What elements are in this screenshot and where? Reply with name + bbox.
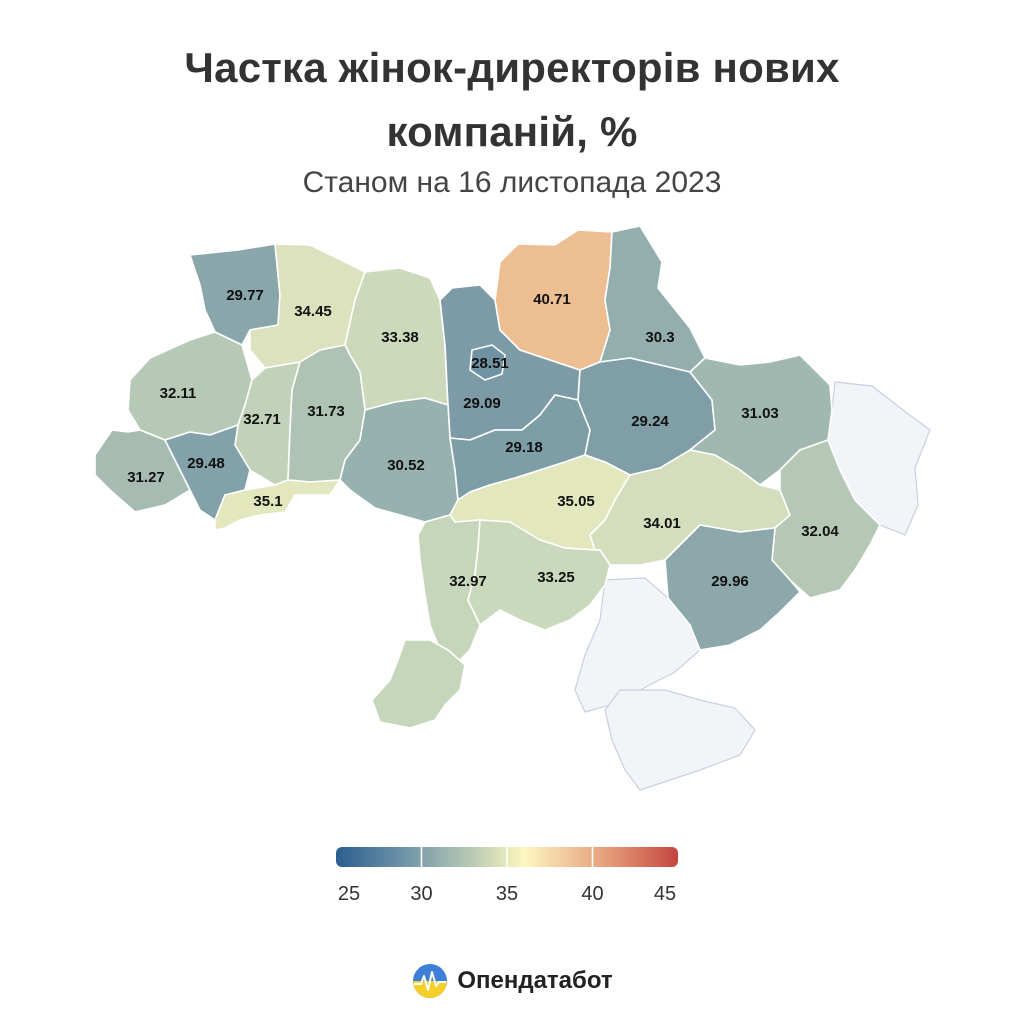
label-luhansk: 32.04 xyxy=(801,523,839,540)
label-dnipropetrovsk: 34.01 xyxy=(643,515,681,532)
label-zaporizhzhia: 29.96 xyxy=(711,573,749,590)
label-lviv: 32.11 xyxy=(160,385,197,402)
label-ivano-frankivsk: 29.48 xyxy=(187,455,225,472)
brand-footer: Опендатабот xyxy=(0,962,1024,1000)
label-zhytomyr: 33.38 xyxy=(381,329,419,346)
label-odesa: 32.97 xyxy=(449,573,487,590)
label-kyiv-oblast: 29.09 xyxy=(463,395,501,412)
label-kyiv-city: 28.51 xyxy=(471,355,509,372)
legend-tick-45: 45 xyxy=(654,883,676,905)
region-odesa-south[interactable] xyxy=(371,639,466,729)
region-mykolaiv[interactable] xyxy=(467,519,611,631)
chart-title-line-1: Частка жінок-директорів нових xyxy=(184,44,840,91)
legend-tick-25: 25 xyxy=(338,883,360,905)
label-rivne: 34.45 xyxy=(294,303,332,320)
legend-tick-35: 35 xyxy=(496,883,518,905)
color-legend: 25 30 35 40 45 xyxy=(336,847,678,905)
label-vinnytsia: 30.52 xyxy=(387,457,425,474)
brand-name: Опендатабот xyxy=(457,967,613,994)
label-sumy: 30.3 xyxy=(645,329,674,346)
region-sumy[interactable] xyxy=(599,225,706,373)
label-kharkiv: 31.03 xyxy=(741,405,779,422)
chart-title-line-2: компаній, % xyxy=(386,108,638,155)
label-zakarpattia: 31.27 xyxy=(127,469,165,486)
label-kirovohrad: 35.05 xyxy=(557,493,595,510)
region-chernivtsi[interactable] xyxy=(214,479,341,531)
label-volyn: 29.77 xyxy=(226,287,264,304)
label-chernivtsi: 35.1 xyxy=(253,493,282,510)
region-luhansk[interactable] xyxy=(771,439,881,599)
regions xyxy=(94,225,881,729)
occupied-crimea xyxy=(604,689,756,791)
label-poltava: 29.24 xyxy=(631,413,669,430)
region-odesa[interactable] xyxy=(417,514,481,666)
opendatabot-logo-icon xyxy=(413,964,448,998)
label-chernihiv: 40.71 xyxy=(533,291,571,308)
region-zaporizhzhia[interactable] xyxy=(664,524,801,651)
legend-tick-40: 40 xyxy=(581,883,603,905)
region-kyiv-city[interactable] xyxy=(469,344,506,381)
region-value-labels: 29.77 34.45 33.38 29.09 28.51 40.71 30.3… xyxy=(127,287,839,590)
label-khmelnytskyi: 31.73 xyxy=(307,403,345,420)
label-ternopil: 32.71 xyxy=(243,411,281,428)
legend-tick-30: 30 xyxy=(410,883,432,905)
label-mykolaiv: 33.25 xyxy=(537,569,575,586)
chart-subtitle: Станом на 16 листопада 2023 xyxy=(302,166,722,199)
label-cherkasy: 29.18 xyxy=(505,439,543,456)
